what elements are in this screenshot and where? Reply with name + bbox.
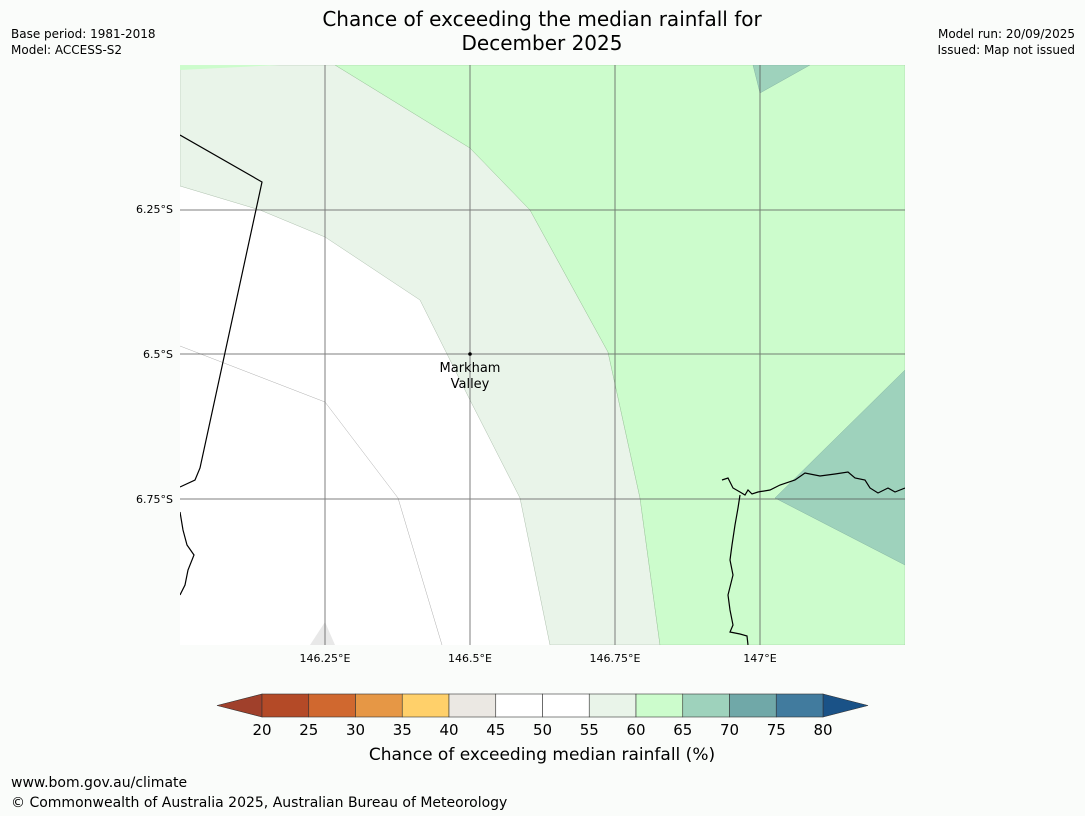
colorbar: 20 25 30 35 40 45 50 55 60 65 70 75 80 <box>216 693 869 739</box>
lat-labels: 6.25°S 6.5°S 6.75°S <box>136 203 173 506</box>
lat-label-3: 6.75°S <box>136 493 173 506</box>
lon-labels: 146.25°E 146.5°E 146.75°E 147°E <box>300 652 777 665</box>
colorbar-segment <box>588 693 637 718</box>
colorbar-segment <box>729 693 777 718</box>
title-line-2: December 2025 <box>461 31 623 55</box>
colorbar-tick-label: 40 <box>439 721 458 739</box>
title-line-1: Chance of exceeding the median rainfall … <box>322 7 762 31</box>
colorbar-segment <box>495 693 543 718</box>
colorbar-tick-label: 60 <box>626 721 645 739</box>
place-marker[interactable]: Markham Valley <box>440 352 501 392</box>
colorbar-tick-label: 55 <box>580 721 599 739</box>
meta-right: Model run: 20/09/2025 Issued: Map not is… <box>937 26 1075 58</box>
region-40-45 <box>310 622 335 645</box>
colorbar-tick-label: 75 <box>767 721 786 739</box>
model-name: Model: ACCESS-S2 <box>11 43 123 57</box>
colorbar-tick-label: 35 <box>393 721 412 739</box>
footer-url[interactable]: www.bom.gov.au/climate <box>11 775 188 791</box>
coast-river <box>721 471 905 496</box>
footer-copyright: © Commonwealth of Australia 2025, Austra… <box>11 795 508 811</box>
river-south <box>727 494 749 645</box>
colorbar-tick-label: 20 <box>252 721 271 739</box>
colorbar-segment <box>542 693 590 718</box>
markham-valley-dot[interactable] <box>468 352 472 356</box>
lat-label-1: 6.25°S <box>136 203 173 216</box>
colorbar-tick-label: 65 <box>673 721 692 739</box>
model-run: Model run: 20/09/2025 <box>937 27 1075 41</box>
lon-label-4: 147°E <box>743 652 776 665</box>
region-65-70-right <box>774 369 905 566</box>
colorbar-segment <box>308 693 356 718</box>
base-period: Base period: 1981-2018 <box>11 27 156 41</box>
colorbar-segment <box>635 693 684 718</box>
coast-left <box>180 511 195 596</box>
region-65-70-top <box>752 65 811 94</box>
lon-label-3: 146.75°E <box>590 652 641 665</box>
region-60-65-corner <box>180 65 280 70</box>
colorbar-segment <box>682 693 730 718</box>
issued-status: Issued: Map not issued <box>937 43 1075 57</box>
colorbar-under-arrow <box>216 693 263 718</box>
border-line <box>180 134 263 488</box>
colorbar-tick-label: 70 <box>720 721 739 739</box>
meta-left: Base period: 1981-2018 Model: ACCESS-S2 <box>11 26 156 58</box>
lon-label-2: 146.5°E <box>448 652 492 665</box>
contour-line-1 <box>180 345 443 645</box>
colorbar-label: Chance of exceeding median rainfall (%) <box>368 745 716 765</box>
colorbar-tick-label: 45 <box>486 721 505 739</box>
colorbar-tick-label: 25 <box>299 721 318 739</box>
colorbar-tick-label: 80 <box>813 721 832 739</box>
place-name-line-1: Markham <box>440 361 501 376</box>
lon-label-1: 146.25°E <box>300 652 351 665</box>
colorbar-segments <box>261 693 824 718</box>
map-title: Chance of exceeding the median rainfall … <box>242 7 842 55</box>
colorbar-segment <box>401 693 450 718</box>
coastlines <box>180 134 905 645</box>
colorbar-tick-label: 50 <box>533 721 552 739</box>
map-area[interactable]: Markham Valley <box>180 65 905 645</box>
colorbar-segment <box>775 693 824 718</box>
colorbar-tick-label: 30 <box>346 721 365 739</box>
colorbar-ticks: 20 25 30 35 40 45 50 55 60 65 70 75 80 <box>252 721 832 739</box>
colorbar-over-arrow <box>822 693 869 718</box>
colorbar-segment <box>355 693 403 718</box>
place-name-line-2: Valley <box>451 377 490 392</box>
colorbar-segment <box>261 693 310 718</box>
lat-label-2: 6.5°S <box>143 348 173 361</box>
colorbar-segment <box>448 693 497 718</box>
